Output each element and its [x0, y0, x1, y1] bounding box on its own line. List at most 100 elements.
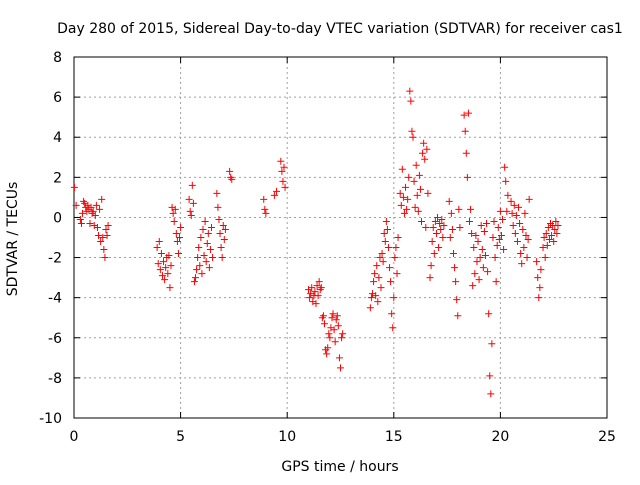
data-point — [451, 264, 459, 272]
data-point — [160, 258, 168, 266]
data-point — [375, 274, 383, 282]
data-point — [92, 201, 100, 209]
data-point — [156, 266, 164, 274]
data-point — [460, 111, 468, 119]
data-point — [331, 338, 339, 346]
data-point — [171, 205, 179, 213]
data-point — [98, 195, 106, 203]
data-point — [95, 231, 103, 239]
data-point — [218, 254, 226, 262]
x-tick-label: 15 — [385, 429, 403, 445]
data-point — [413, 191, 421, 199]
data-point — [103, 231, 111, 239]
data-point — [391, 254, 399, 262]
data-point — [481, 252, 489, 260]
data-point — [487, 390, 495, 398]
data-point — [473, 258, 481, 266]
data-point — [378, 250, 386, 258]
data-point — [333, 312, 341, 320]
data-point — [414, 207, 422, 215]
data-point — [374, 298, 382, 306]
data-point — [407, 97, 415, 105]
data-point — [157, 250, 165, 258]
data-point — [488, 340, 496, 348]
axis-ticks: 0 5 10 15 20 25 -10 -8 -6 -4 -2 0 2 4 6 8 — [39, 50, 616, 445]
data-point — [317, 284, 325, 292]
data-point — [213, 189, 221, 197]
y-tick-label: 6 — [53, 90, 62, 106]
data-point — [187, 211, 195, 219]
data-point — [217, 244, 225, 252]
data-point — [536, 284, 544, 292]
data-point — [467, 205, 475, 213]
y-axis-label: SDTVAR / TECUs — [5, 182, 21, 297]
data-point — [219, 221, 227, 229]
data-point — [517, 250, 525, 258]
data-point — [524, 236, 532, 244]
data-point — [471, 270, 479, 278]
data-point — [387, 278, 395, 286]
data-point — [537, 266, 545, 274]
data-point — [448, 225, 456, 233]
data-point — [439, 234, 447, 241]
data-point — [390, 294, 398, 302]
data-point — [154, 260, 162, 268]
data-point — [500, 246, 508, 254]
data-point — [501, 163, 509, 171]
data-point — [169, 209, 177, 217]
data-point — [552, 217, 560, 225]
data-point — [339, 330, 347, 338]
data-point — [508, 209, 516, 217]
data-point — [314, 292, 322, 300]
data-point — [89, 207, 97, 215]
data-point — [216, 229, 224, 237]
data-point — [205, 264, 213, 272]
data-point — [281, 183, 289, 191]
data-point — [423, 145, 431, 153]
y-tick-label: -8 — [48, 371, 62, 387]
data-point — [379, 258, 387, 266]
data-point — [328, 314, 336, 322]
data-point — [172, 229, 180, 237]
data-point — [465, 217, 473, 225]
data-point — [533, 258, 541, 266]
data-point — [319, 312, 327, 320]
data-point — [273, 187, 281, 195]
data-point — [188, 181, 196, 189]
data-point — [463, 173, 471, 181]
data-point — [104, 221, 112, 229]
data-point — [86, 219, 94, 227]
data-point — [515, 203, 523, 211]
data-point — [489, 234, 497, 241]
data-point — [548, 231, 556, 239]
data-point — [371, 270, 379, 278]
x-tick-label: 25 — [598, 429, 616, 445]
data-point — [453, 296, 461, 304]
data-point — [496, 207, 504, 215]
data-point — [408, 127, 416, 135]
data-point — [520, 244, 528, 252]
data-point — [186, 207, 194, 215]
data-point — [478, 246, 486, 254]
data-point — [226, 167, 234, 175]
data-point — [315, 278, 323, 286]
data-point — [399, 193, 407, 201]
data-point — [97, 238, 105, 246]
data-point — [173, 238, 181, 246]
data-point — [176, 234, 184, 241]
data-point — [432, 229, 440, 237]
data-point — [204, 229, 212, 237]
data-point — [476, 254, 484, 262]
data-point — [403, 205, 411, 213]
data-point — [512, 211, 520, 219]
data-point — [525, 195, 533, 203]
data-point — [494, 223, 502, 231]
data-point — [155, 238, 163, 246]
data-point — [434, 213, 442, 221]
data-point — [199, 225, 207, 233]
data-point — [406, 87, 414, 95]
y-tick-label: -4 — [48, 291, 62, 307]
data-point — [70, 183, 78, 191]
